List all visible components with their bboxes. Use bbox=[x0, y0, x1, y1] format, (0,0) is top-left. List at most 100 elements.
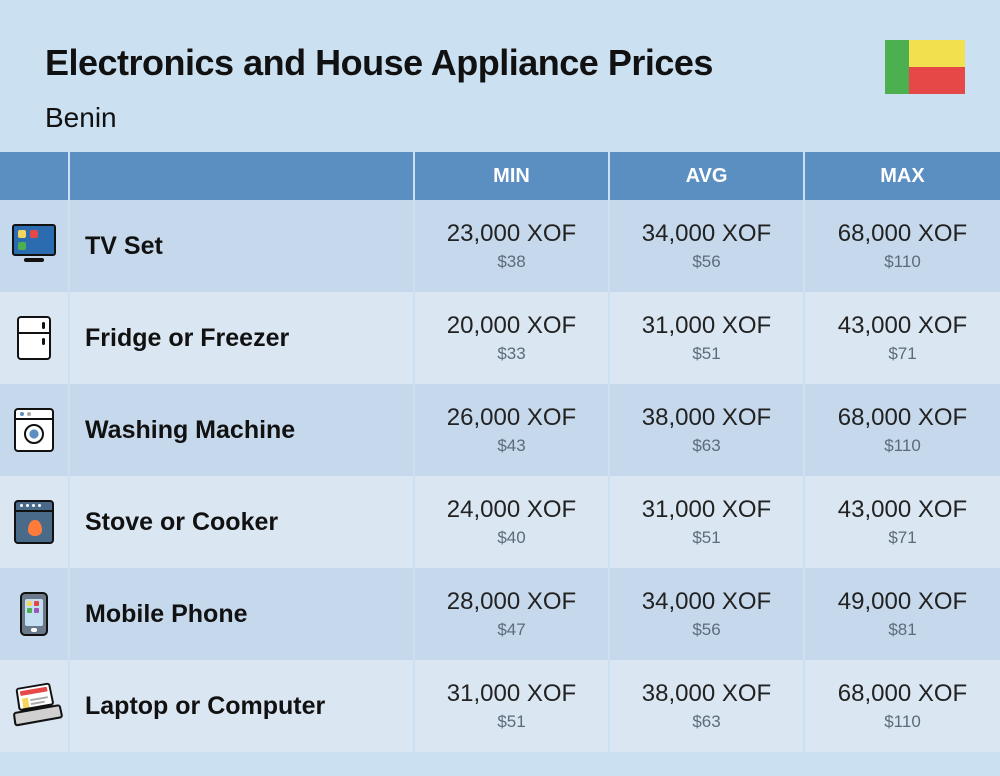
price-table: MIN AVG MAX TV Set 23,000 XOF $38 34,000… bbox=[0, 152, 1000, 752]
avg-usd: $63 bbox=[692, 712, 720, 732]
max-usd: $110 bbox=[884, 712, 921, 732]
avg-cell: 34,000 XOF $56 bbox=[610, 200, 805, 292]
min-usd: $51 bbox=[497, 712, 525, 732]
stove-icon bbox=[12, 500, 56, 544]
max-xof: 43,000 XOF bbox=[838, 312, 967, 340]
min-cell: 23,000 XOF $38 bbox=[415, 200, 610, 292]
table-row: TV Set 23,000 XOF $38 34,000 XOF $56 68,… bbox=[0, 200, 1000, 292]
table-header-row: MIN AVG MAX bbox=[0, 152, 1000, 200]
row-icon-cell bbox=[0, 568, 70, 660]
flag-stripe-yellow bbox=[909, 40, 965, 67]
washing-machine-icon bbox=[12, 408, 56, 452]
max-usd: $71 bbox=[888, 344, 916, 364]
min-xof: 20,000 XOF bbox=[447, 312, 576, 340]
min-cell: 28,000 XOF $47 bbox=[415, 568, 610, 660]
tv-icon bbox=[12, 224, 56, 268]
avg-usd: $56 bbox=[692, 252, 720, 272]
min-usd: $38 bbox=[497, 252, 525, 272]
avg-usd: $63 bbox=[692, 436, 720, 456]
max-cell: 68,000 XOF $110 bbox=[805, 200, 1000, 292]
avg-usd: $51 bbox=[692, 344, 720, 364]
phone-icon bbox=[12, 592, 56, 636]
row-name-cell: Laptop or Computer bbox=[70, 660, 415, 752]
table-row: Fridge or Freezer 20,000 XOF $33 31,000 … bbox=[0, 292, 1000, 384]
table-header-max: MAX bbox=[805, 152, 1000, 200]
min-xof: 24,000 XOF bbox=[447, 496, 576, 524]
min-usd: $40 bbox=[497, 528, 525, 548]
avg-cell: 38,000 XOF $63 bbox=[610, 660, 805, 752]
benin-flag-icon bbox=[885, 40, 965, 94]
max-cell: 49,000 XOF $81 bbox=[805, 568, 1000, 660]
item-name: Stove or Cooker bbox=[85, 508, 278, 537]
max-cell: 43,000 XOF $71 bbox=[805, 292, 1000, 384]
avg-usd: $56 bbox=[692, 620, 720, 640]
page-title: Electronics and House Appliance Prices bbox=[45, 42, 955, 84]
min-usd: $47 bbox=[497, 620, 525, 640]
country-name: Benin bbox=[45, 102, 955, 134]
row-icon-cell bbox=[0, 292, 70, 384]
min-xof: 31,000 XOF bbox=[447, 680, 576, 708]
table-header-icon-col bbox=[0, 152, 70, 200]
row-name-cell: Mobile Phone bbox=[70, 568, 415, 660]
item-name: Fridge or Freezer bbox=[85, 324, 289, 353]
max-cell: 43,000 XOF $71 bbox=[805, 476, 1000, 568]
table-row: Washing Machine 26,000 XOF $43 38,000 XO… bbox=[0, 384, 1000, 476]
fridge-icon bbox=[12, 316, 56, 360]
min-xof: 23,000 XOF bbox=[447, 220, 576, 248]
row-icon-cell bbox=[0, 660, 70, 752]
min-cell: 20,000 XOF $33 bbox=[415, 292, 610, 384]
avg-xof: 31,000 XOF bbox=[642, 312, 771, 340]
table-header-avg: AVG bbox=[610, 152, 805, 200]
max-xof: 43,000 XOF bbox=[838, 496, 967, 524]
row-name-cell: Fridge or Freezer bbox=[70, 292, 415, 384]
table-row: Laptop or Computer 31,000 XOF $51 38,000… bbox=[0, 660, 1000, 752]
max-usd: $110 bbox=[884, 436, 921, 456]
max-xof: 68,000 XOF bbox=[838, 404, 967, 432]
avg-xof: 38,000 XOF bbox=[642, 680, 771, 708]
row-name-cell: Stove or Cooker bbox=[70, 476, 415, 568]
row-name-cell: Washing Machine bbox=[70, 384, 415, 476]
min-usd: $43 bbox=[497, 436, 525, 456]
table-header-name-col bbox=[70, 152, 415, 200]
avg-usd: $51 bbox=[692, 528, 720, 548]
avg-xof: 31,000 XOF bbox=[642, 496, 771, 524]
page-container: Electronics and House Appliance Prices B… bbox=[0, 0, 1000, 776]
min-xof: 28,000 XOF bbox=[447, 588, 576, 616]
header: Electronics and House Appliance Prices B… bbox=[0, 0, 1000, 152]
item-name: Washing Machine bbox=[85, 416, 295, 445]
flag-right bbox=[909, 40, 965, 94]
row-icon-cell bbox=[0, 200, 70, 292]
min-cell: 31,000 XOF $51 bbox=[415, 660, 610, 752]
max-xof: 68,000 XOF bbox=[838, 220, 967, 248]
table-row: Mobile Phone 28,000 XOF $47 34,000 XOF $… bbox=[0, 568, 1000, 660]
flag-stripe-red bbox=[909, 67, 965, 94]
avg-cell: 38,000 XOF $63 bbox=[610, 384, 805, 476]
table-header-min: MIN bbox=[415, 152, 610, 200]
max-usd: $81 bbox=[888, 620, 916, 640]
row-name-cell: TV Set bbox=[70, 200, 415, 292]
flag-stripe-green bbox=[885, 40, 909, 94]
item-name: Laptop or Computer bbox=[85, 692, 325, 721]
item-name: Mobile Phone bbox=[85, 600, 248, 629]
max-usd: $71 bbox=[888, 528, 916, 548]
laptop-icon bbox=[12, 684, 56, 728]
max-xof: 68,000 XOF bbox=[838, 680, 967, 708]
avg-xof: 34,000 XOF bbox=[642, 220, 771, 248]
avg-cell: 31,000 XOF $51 bbox=[610, 476, 805, 568]
min-cell: 24,000 XOF $40 bbox=[415, 476, 610, 568]
max-xof: 49,000 XOF bbox=[838, 588, 967, 616]
avg-cell: 31,000 XOF $51 bbox=[610, 292, 805, 384]
avg-xof: 34,000 XOF bbox=[642, 588, 771, 616]
max-cell: 68,000 XOF $110 bbox=[805, 384, 1000, 476]
table-row: Stove or Cooker 24,000 XOF $40 31,000 XO… bbox=[0, 476, 1000, 568]
row-icon-cell bbox=[0, 476, 70, 568]
avg-xof: 38,000 XOF bbox=[642, 404, 771, 432]
max-cell: 68,000 XOF $110 bbox=[805, 660, 1000, 752]
item-name: TV Set bbox=[85, 232, 163, 261]
max-usd: $110 bbox=[884, 252, 921, 272]
avg-cell: 34,000 XOF $56 bbox=[610, 568, 805, 660]
min-cell: 26,000 XOF $43 bbox=[415, 384, 610, 476]
min-usd: $33 bbox=[497, 344, 525, 364]
row-icon-cell bbox=[0, 384, 70, 476]
min-xof: 26,000 XOF bbox=[447, 404, 576, 432]
